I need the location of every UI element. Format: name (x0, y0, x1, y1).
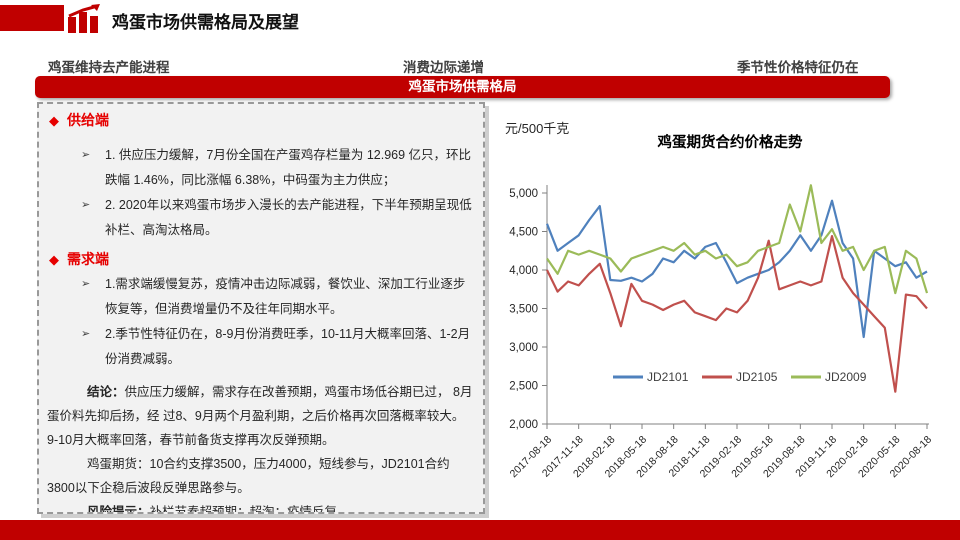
section-banner: 鸡蛋市场供需格局 (35, 76, 890, 98)
y-axis-tick-label: 4,500 (509, 227, 538, 239)
legend-item-JD2101: JD2101 (613, 370, 689, 384)
risk-text: 补栏节奏超预期；超淘；疫情反复 (149, 505, 338, 514)
bullet-arrow-icon: ➢ (81, 278, 91, 290)
risk-paragraph: 风险提示：补栏节奏超预期；超淘；疫情反复 (47, 500, 475, 514)
legend-label: JD2105 (736, 370, 778, 384)
y-axis-tick-label: 2,500 (509, 381, 538, 393)
series-line-JD2105 (546, 234, 928, 393)
supply-heading-label: 供给端 (67, 112, 109, 128)
demand-heading-label: 需求端 (67, 251, 109, 267)
series-line-JD2009 (546, 184, 929, 295)
diamond-icon: ◆ (49, 252, 59, 267)
list-item: ➢ 1. 供应压力缓解，7月份全国在产蛋鸡存栏量为 12.969 亿只，环比跌幅 … (47, 143, 475, 193)
summary-panel: ◆ 供给端 ➢ 1. 供应压力缓解，7月份全国在产蛋鸡存栏量为 12.969 亿只，… (37, 102, 485, 514)
diamond-icon: ◆ (49, 113, 59, 128)
y-axis-tick-label: 5,000 (509, 188, 538, 200)
supply-heading: ◆ 供给端 (49, 110, 475, 131)
demand-heading: ◆ 需求端 (49, 249, 475, 270)
legend-item-JD2009: JD2009 (791, 370, 867, 384)
futures-label: 鸡蛋期货： (87, 457, 150, 471)
risk-label: 风险提示： (87, 505, 150, 514)
futures-paragraph: 鸡蛋期货：10合约支撑3500，压力4000，短线参与，JD2101合约3800… (47, 452, 475, 500)
legend-label: JD2009 (825, 370, 867, 384)
supply-list: ➢ 1. 供应压力缓解，7月份全国在产蛋鸡存栏量为 12.969 亿只，环比跌幅 … (47, 143, 475, 243)
price-chart: 2,000 2,500 3,000 3,500 4,000 4,500 5,000 2017-… (495, 180, 955, 490)
y-axis-tick-label: 4,000 (509, 265, 538, 277)
subheader-seasonal: 季节性价格特征仍在 (737, 60, 859, 75)
list-item-text: 2. 2020年以来鸡蛋市场步入漫长的去产能进程，下半年预期呈现低补栏、高淘汰格… (105, 198, 472, 237)
y-axis-tick-label: 2,000 (509, 419, 538, 431)
y-axis-tick-label: 3,000 (509, 342, 538, 354)
y-axis-tick-label: 3,500 (509, 304, 538, 316)
subheader-supply: 鸡蛋维持去产能进程 (48, 60, 170, 75)
list-item: ➢ 2. 2020年以来鸡蛋市场步入漫长的去产能进程，下半年预期呈现低补栏、高淘汰… (47, 193, 475, 243)
legend-item-JD2105: JD2105 (702, 370, 778, 384)
chart-title: 鸡蛋期货合约价格走势 (657, 135, 803, 151)
list-item-text: 2.季节性特征仍在，8-9月份消费旺季，10-11月大概率回落、1-2月份消费减… (105, 327, 471, 366)
subheader-demand: 消费边际递增 (403, 60, 484, 75)
list-item-text: 1.需求端缓慢复苏，疫情冲击边际减弱，餐饮业、深加工行业逐步恢复等，但消费增量仍… (105, 277, 466, 316)
bullet-arrow-icon: ➢ (81, 149, 91, 161)
bullet-arrow-icon: ➢ (81, 328, 91, 340)
bar-chart-trend-icon (68, 4, 100, 33)
series-line-JD2101 (545, 199, 928, 339)
conclusion-paragraph: 结论：供应压力缓解，需求存在改善预期，鸡蛋市场低谷期已过， 8月蛋价料先抑后扬，… (47, 380, 475, 452)
conclusion-text: 供应压力缓解，需求存在改善预期，鸡蛋市场低谷期已过， 8月蛋价料先抑后扬，经 过… (47, 385, 473, 447)
list-item-text: 1. 供应压力缓解，7月份全国在产蛋鸡存栏量为 12.969 亿只，环比跌幅 1… (105, 148, 472, 187)
chart-unit-label: 元/500千克 (505, 121, 570, 136)
price-chart-svg: 2,0002,5003,0003,5004,0004,5005,0002017-… (508, 184, 934, 480)
list-item: ➢ 2.季节性特征仍在，8-9月份消费旺季，10-11月大概率回落、1-2月份消费… (47, 322, 475, 372)
futures-text: 10合约支撑3500，压力4000，短线参与，JD2101合约3800以下企稳后… (47, 457, 450, 495)
conclusion-label: 结论： (87, 385, 125, 399)
legend-label: JD2101 (647, 370, 689, 384)
demand-list: ➢ 1.需求端缓慢复苏，疫情冲击边际减弱，餐饮业、深加工行业逐步恢复等，但消费增量… (47, 272, 475, 372)
header-red-block (0, 5, 64, 31)
list-item: ➢ 1.需求端缓慢复苏，疫情冲击边际减弱，餐饮业、深加工行业逐步恢复等，但消费增量… (47, 272, 475, 322)
page-title: 鸡蛋市场供需格局及展望 (112, 13, 299, 32)
footer-bar (0, 520, 960, 540)
bullet-arrow-icon: ➢ (81, 199, 91, 211)
